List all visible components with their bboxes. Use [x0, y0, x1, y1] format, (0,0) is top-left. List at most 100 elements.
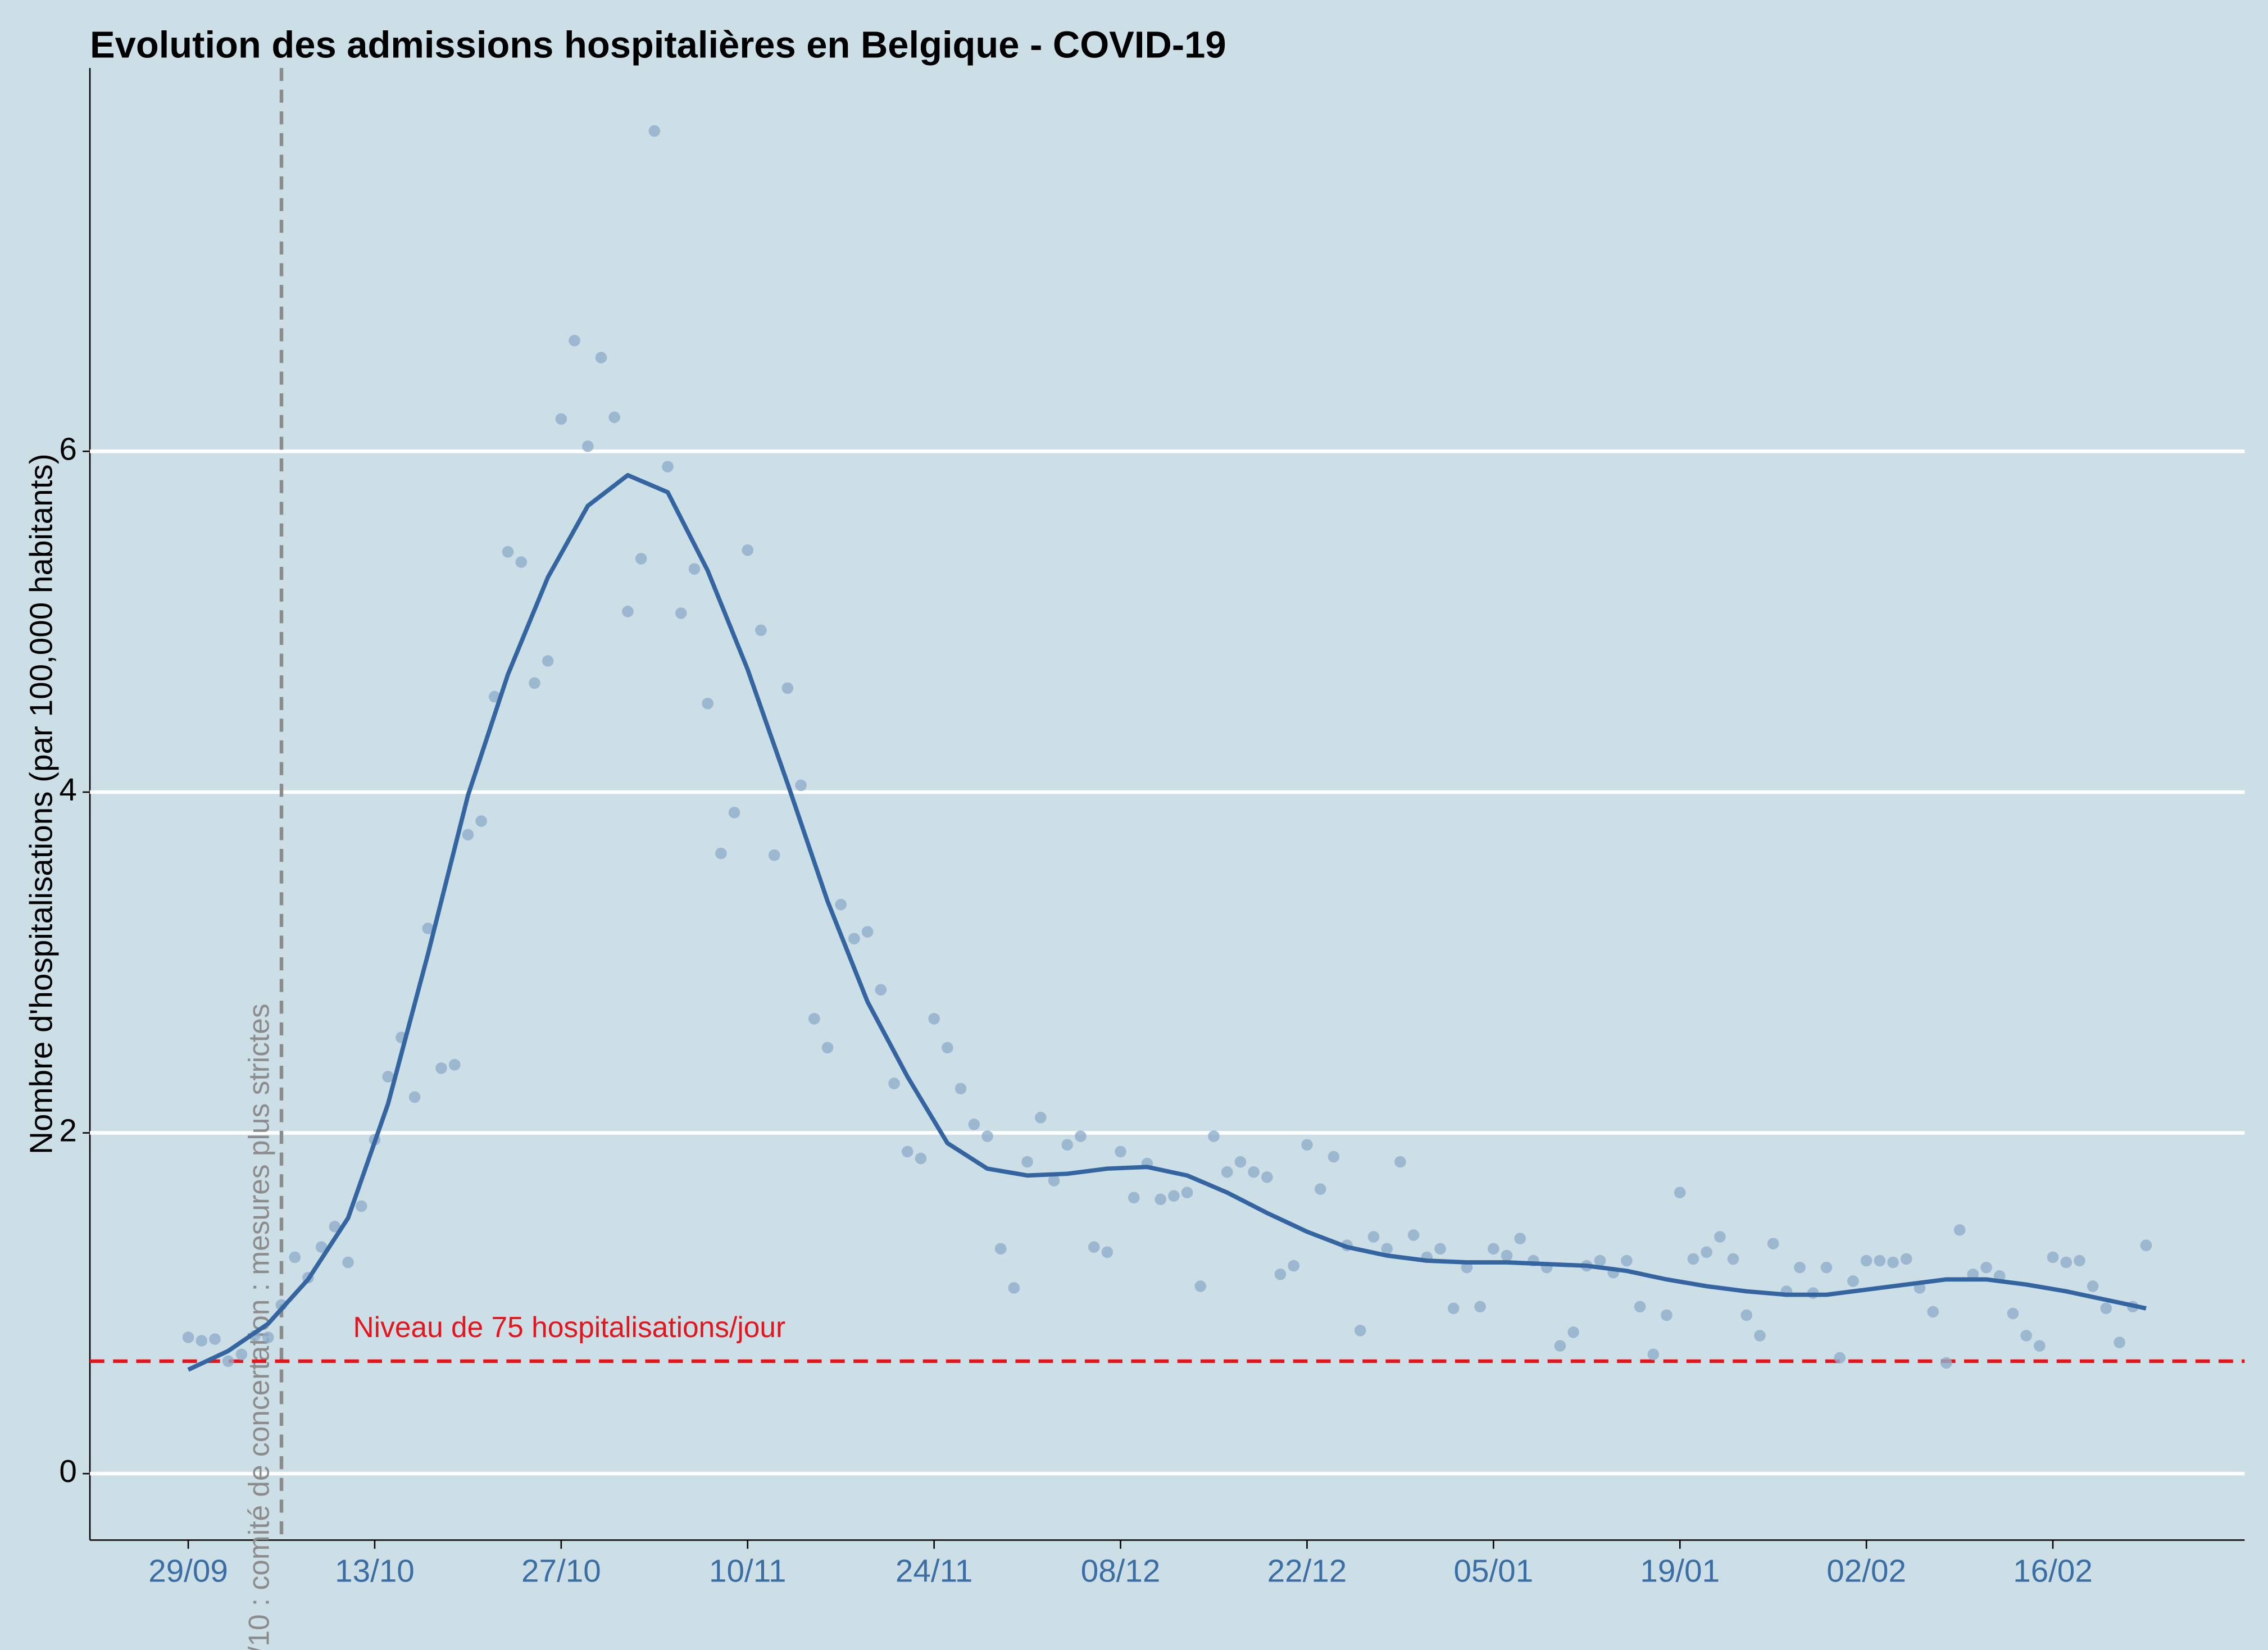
data-point [1634, 1301, 1646, 1313]
y-tick-label: 0 [59, 1453, 76, 1489]
data-point [595, 352, 607, 363]
data-point [1288, 1260, 1300, 1272]
data-point [1554, 1340, 1566, 1352]
data-point [1594, 1254, 1606, 1267]
data-point [315, 1241, 328, 1253]
data-point [1847, 1275, 1859, 1287]
data-point [861, 926, 874, 938]
data-point [1434, 1243, 1446, 1255]
data-point [1647, 1348, 1660, 1361]
data-point [1501, 1249, 1513, 1262]
data-point [1155, 1193, 1166, 1206]
data-point [408, 1091, 421, 1103]
data-point [742, 544, 754, 556]
data-point [768, 849, 780, 861]
data-point [1887, 1256, 1899, 1269]
data-point [968, 1119, 980, 1130]
data-point [635, 553, 647, 565]
data-point [648, 125, 661, 137]
data-point [329, 1221, 341, 1233]
data-point [888, 1078, 900, 1089]
data-point [702, 697, 713, 710]
data-point [1514, 1233, 1526, 1244]
data-point [1301, 1139, 1313, 1151]
data-point [835, 898, 847, 911]
data-point [1061, 1139, 1074, 1151]
vline-label: 6/10 : comité de concertation : mesures … [243, 1003, 275, 1650]
data-point [382, 1071, 394, 1083]
data-point [2114, 1337, 2125, 1348]
data-point [2140, 1239, 2152, 1251]
data-point [1314, 1183, 1326, 1195]
data-point [1488, 1243, 1499, 1255]
data-point [289, 1251, 301, 1263]
data-point [1381, 1243, 1393, 1255]
data-point [1048, 1175, 1060, 1187]
x-tick-label: 27/10 [521, 1553, 601, 1589]
data-point [1461, 1261, 1473, 1274]
data-point [781, 682, 794, 694]
data-point [1328, 1151, 1340, 1163]
data-point [2034, 1340, 2046, 1352]
data-point [462, 829, 474, 841]
hline-label: Niveau de 75 hospitalisations/jour [353, 1311, 786, 1343]
x-tick-label: 16/02 [2013, 1553, 2093, 1589]
data-point [1407, 1229, 1420, 1241]
data-point [2007, 1307, 2019, 1320]
data-point [542, 655, 554, 667]
data-point [608, 411, 620, 424]
data-point [1927, 1306, 1939, 1318]
data-point [2100, 1302, 2112, 1315]
x-tick-label: 29/09 [148, 1553, 228, 1589]
data-point [581, 440, 594, 452]
data-point [2047, 1251, 2059, 1263]
data-point [1354, 1325, 1366, 1337]
x-tick-label: 19/01 [1640, 1553, 1720, 1589]
data-point [1701, 1246, 1712, 1258]
data-point [1021, 1156, 1033, 1168]
data-point [1367, 1231, 1380, 1243]
data-point [1940, 1357, 1952, 1369]
data-point [1621, 1254, 1633, 1267]
data-point [1820, 1261, 1833, 1274]
data-point [1874, 1254, 1886, 1267]
data-point [1221, 1166, 1233, 1178]
data-point [1953, 1224, 1966, 1236]
data-point [435, 1062, 447, 1074]
data-point [1234, 1156, 1247, 1168]
data-point [182, 1331, 194, 1343]
data-point [1208, 1130, 1220, 1142]
data-point [1168, 1190, 1180, 1202]
data-point [994, 1243, 1007, 1255]
data-point [688, 563, 701, 575]
data-point [942, 1042, 953, 1054]
data-point [1474, 1301, 1486, 1313]
data-point [1767, 1238, 1779, 1249]
x-tick-label: 05/01 [1454, 1553, 1534, 1589]
data-point [808, 1013, 820, 1025]
data-point [262, 1331, 274, 1343]
smooth-line [187, 472, 2147, 1372]
y-tick-label: 6 [59, 431, 76, 466]
data-point [1088, 1241, 1100, 1253]
x-tick-label: 24/11 [896, 1553, 972, 1589]
data-point [1754, 1330, 1766, 1342]
data-point [235, 1348, 248, 1361]
y-tick-label: 4 [59, 772, 76, 807]
data-point [1075, 1130, 1087, 1142]
x-tick-label: 10/11 [709, 1553, 786, 1589]
data-point [1261, 1171, 1273, 1183]
data-point [901, 1146, 913, 1158]
data-point [1101, 1246, 1113, 1258]
data-point [1967, 1268, 1979, 1280]
data-point [1727, 1253, 1739, 1265]
data-point [342, 1256, 354, 1269]
data-point [355, 1200, 367, 1212]
data-point [715, 847, 727, 860]
data-point [1181, 1187, 1193, 1198]
data-point [475, 815, 487, 827]
data-point [502, 546, 514, 558]
